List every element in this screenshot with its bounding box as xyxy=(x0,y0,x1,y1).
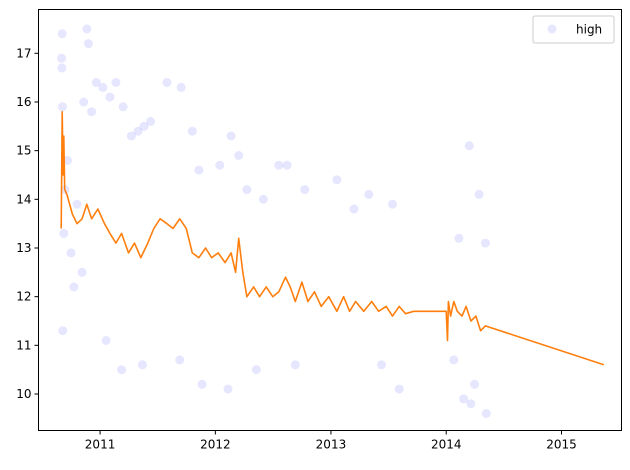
scatter-point-27 xyxy=(187,126,197,136)
scatter-point-25 xyxy=(162,78,172,87)
scatter-point-45 xyxy=(101,336,111,345)
x-tick-label-4: 2015 xyxy=(546,438,577,452)
scatter-point-37 xyxy=(332,175,342,185)
scatter-point-38 xyxy=(349,204,359,214)
scatter-point-43 xyxy=(474,189,484,199)
scatter-point-21 xyxy=(126,131,136,141)
scatter-point-12 xyxy=(79,97,89,107)
scatter-point-2 xyxy=(57,63,67,73)
scatter-point-20 xyxy=(118,102,128,112)
scatter-point-32 xyxy=(242,185,252,195)
y-tick-label-3: 13 xyxy=(16,241,31,255)
legend-box xyxy=(532,15,615,44)
y-axis: 10 11 12 13 14 15 16 17 xyxy=(16,46,39,401)
scatter-point-47 xyxy=(137,360,147,370)
scatter-point-42 xyxy=(464,141,474,151)
scatter-point-24 xyxy=(146,116,156,126)
scatter-point-11 xyxy=(77,267,87,277)
scatter-point-58 xyxy=(470,379,480,389)
scatter-point-14 xyxy=(83,39,93,49)
x-tick-label-1: 2012 xyxy=(200,438,231,452)
scatter-point-55 xyxy=(459,394,469,404)
scatter-point-8 xyxy=(66,248,76,258)
scatter-point-41 xyxy=(454,233,464,243)
scatter-point-19 xyxy=(111,78,121,87)
scatter-series-high xyxy=(57,24,491,418)
scatter-point-1 xyxy=(57,29,67,39)
scatter-point-15 xyxy=(87,107,97,117)
scatter-point-4 xyxy=(58,326,68,336)
x-tick-label-0: 2011 xyxy=(85,438,116,452)
scatter-point-28 xyxy=(194,165,204,175)
legend-marker-high xyxy=(547,24,557,34)
scatter-point-39 xyxy=(364,189,374,199)
scatter-point-46 xyxy=(117,365,127,375)
scatter-point-10 xyxy=(72,199,82,209)
scatter-point-59 xyxy=(449,355,459,365)
scatter-point-53 xyxy=(377,360,386,370)
scatter-point-48 xyxy=(175,355,185,365)
scatter-point-52 xyxy=(290,360,300,370)
y-tick-label-4: 14 xyxy=(16,192,31,206)
scatter-point-22 xyxy=(133,126,143,136)
y-tick-label-1: 11 xyxy=(16,338,31,352)
scatter-point-17 xyxy=(98,82,108,92)
scatter-point-18 xyxy=(105,92,115,102)
y-tick-label-6: 16 xyxy=(16,95,31,109)
x-tick-label-3: 2014 xyxy=(431,438,462,452)
scatter-point-49 xyxy=(197,379,207,389)
scatter-point-7 xyxy=(63,155,73,165)
scatter-point-31 xyxy=(234,151,244,160)
rolling-line xyxy=(60,110,605,366)
x-tick-label-2: 2013 xyxy=(316,438,347,452)
y-tick-label-2: 12 xyxy=(16,290,31,304)
scatter-point-33 xyxy=(258,194,268,204)
scatter-point-0 xyxy=(57,53,67,63)
scatter-point-13 xyxy=(82,24,92,34)
x-axis: 2011 2012 2013 2014 2015 xyxy=(85,430,577,452)
y-tick-label-7: 17 xyxy=(16,46,31,60)
y-tick-label-5: 15 xyxy=(16,144,31,158)
legend: high xyxy=(532,15,615,44)
scatter-point-26 xyxy=(176,82,186,92)
scatter-point-44 xyxy=(480,238,490,248)
scatter-point-23 xyxy=(139,121,149,131)
line-series xyxy=(60,110,605,366)
scatter-point-54 xyxy=(394,384,404,394)
scatter-point-56 xyxy=(466,399,476,409)
scatter-point-36 xyxy=(300,185,310,195)
scatter-point-5 xyxy=(59,228,69,238)
scatter-point-50 xyxy=(223,384,233,394)
y-tick-label-0: 10 xyxy=(16,387,31,401)
scatter-point-16 xyxy=(91,78,101,87)
scatter-point-40 xyxy=(388,199,397,209)
scatter-point-29 xyxy=(215,160,225,170)
plot-frame xyxy=(38,9,622,431)
legend-label-high: high xyxy=(576,23,602,37)
scatter-point-57 xyxy=(481,409,491,418)
scatter-point-35 xyxy=(282,160,292,170)
scatter-point-30 xyxy=(226,131,236,141)
scatter-point-34 xyxy=(274,160,284,170)
scatter-point-9 xyxy=(69,282,79,292)
scatter-point-3 xyxy=(58,102,67,112)
scatter-point-51 xyxy=(251,365,261,375)
